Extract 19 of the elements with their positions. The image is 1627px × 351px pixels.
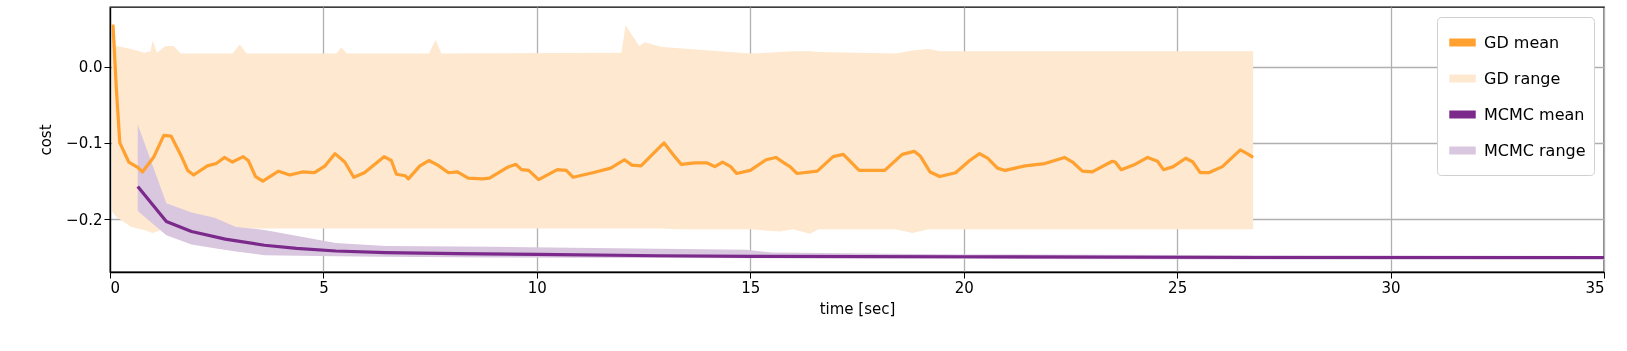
x-tick-label: 30 <box>1381 278 1401 297</box>
x-tick-label: 0 <box>110 278 121 297</box>
y-tick-label: −0.2 <box>66 210 103 229</box>
x-tick-label: 10 <box>527 278 547 297</box>
y-tick-label: 0.0 <box>78 58 103 77</box>
line-series <box>111 22 1255 183</box>
x-tick-label: 20 <box>954 278 974 297</box>
x-axis-title: time [sec] <box>819 299 896 318</box>
x-tick-label: 35 <box>1585 278 1605 297</box>
y-tick-label: −0.1 <box>66 134 103 153</box>
legend-label: GD range <box>1484 68 1561 88</box>
y-axis-title: cost <box>37 124 56 156</box>
legend-label: GD mean <box>1484 32 1560 52</box>
x-tick-label: 5 <box>319 278 329 297</box>
x-tick-label: 25 <box>1168 278 1188 297</box>
legend-label: MCMC mean <box>1484 104 1585 124</box>
line-series <box>136 184 1606 260</box>
x-tick-label: 15 <box>741 278 761 297</box>
legend-label: MCMC range <box>1484 140 1586 160</box>
